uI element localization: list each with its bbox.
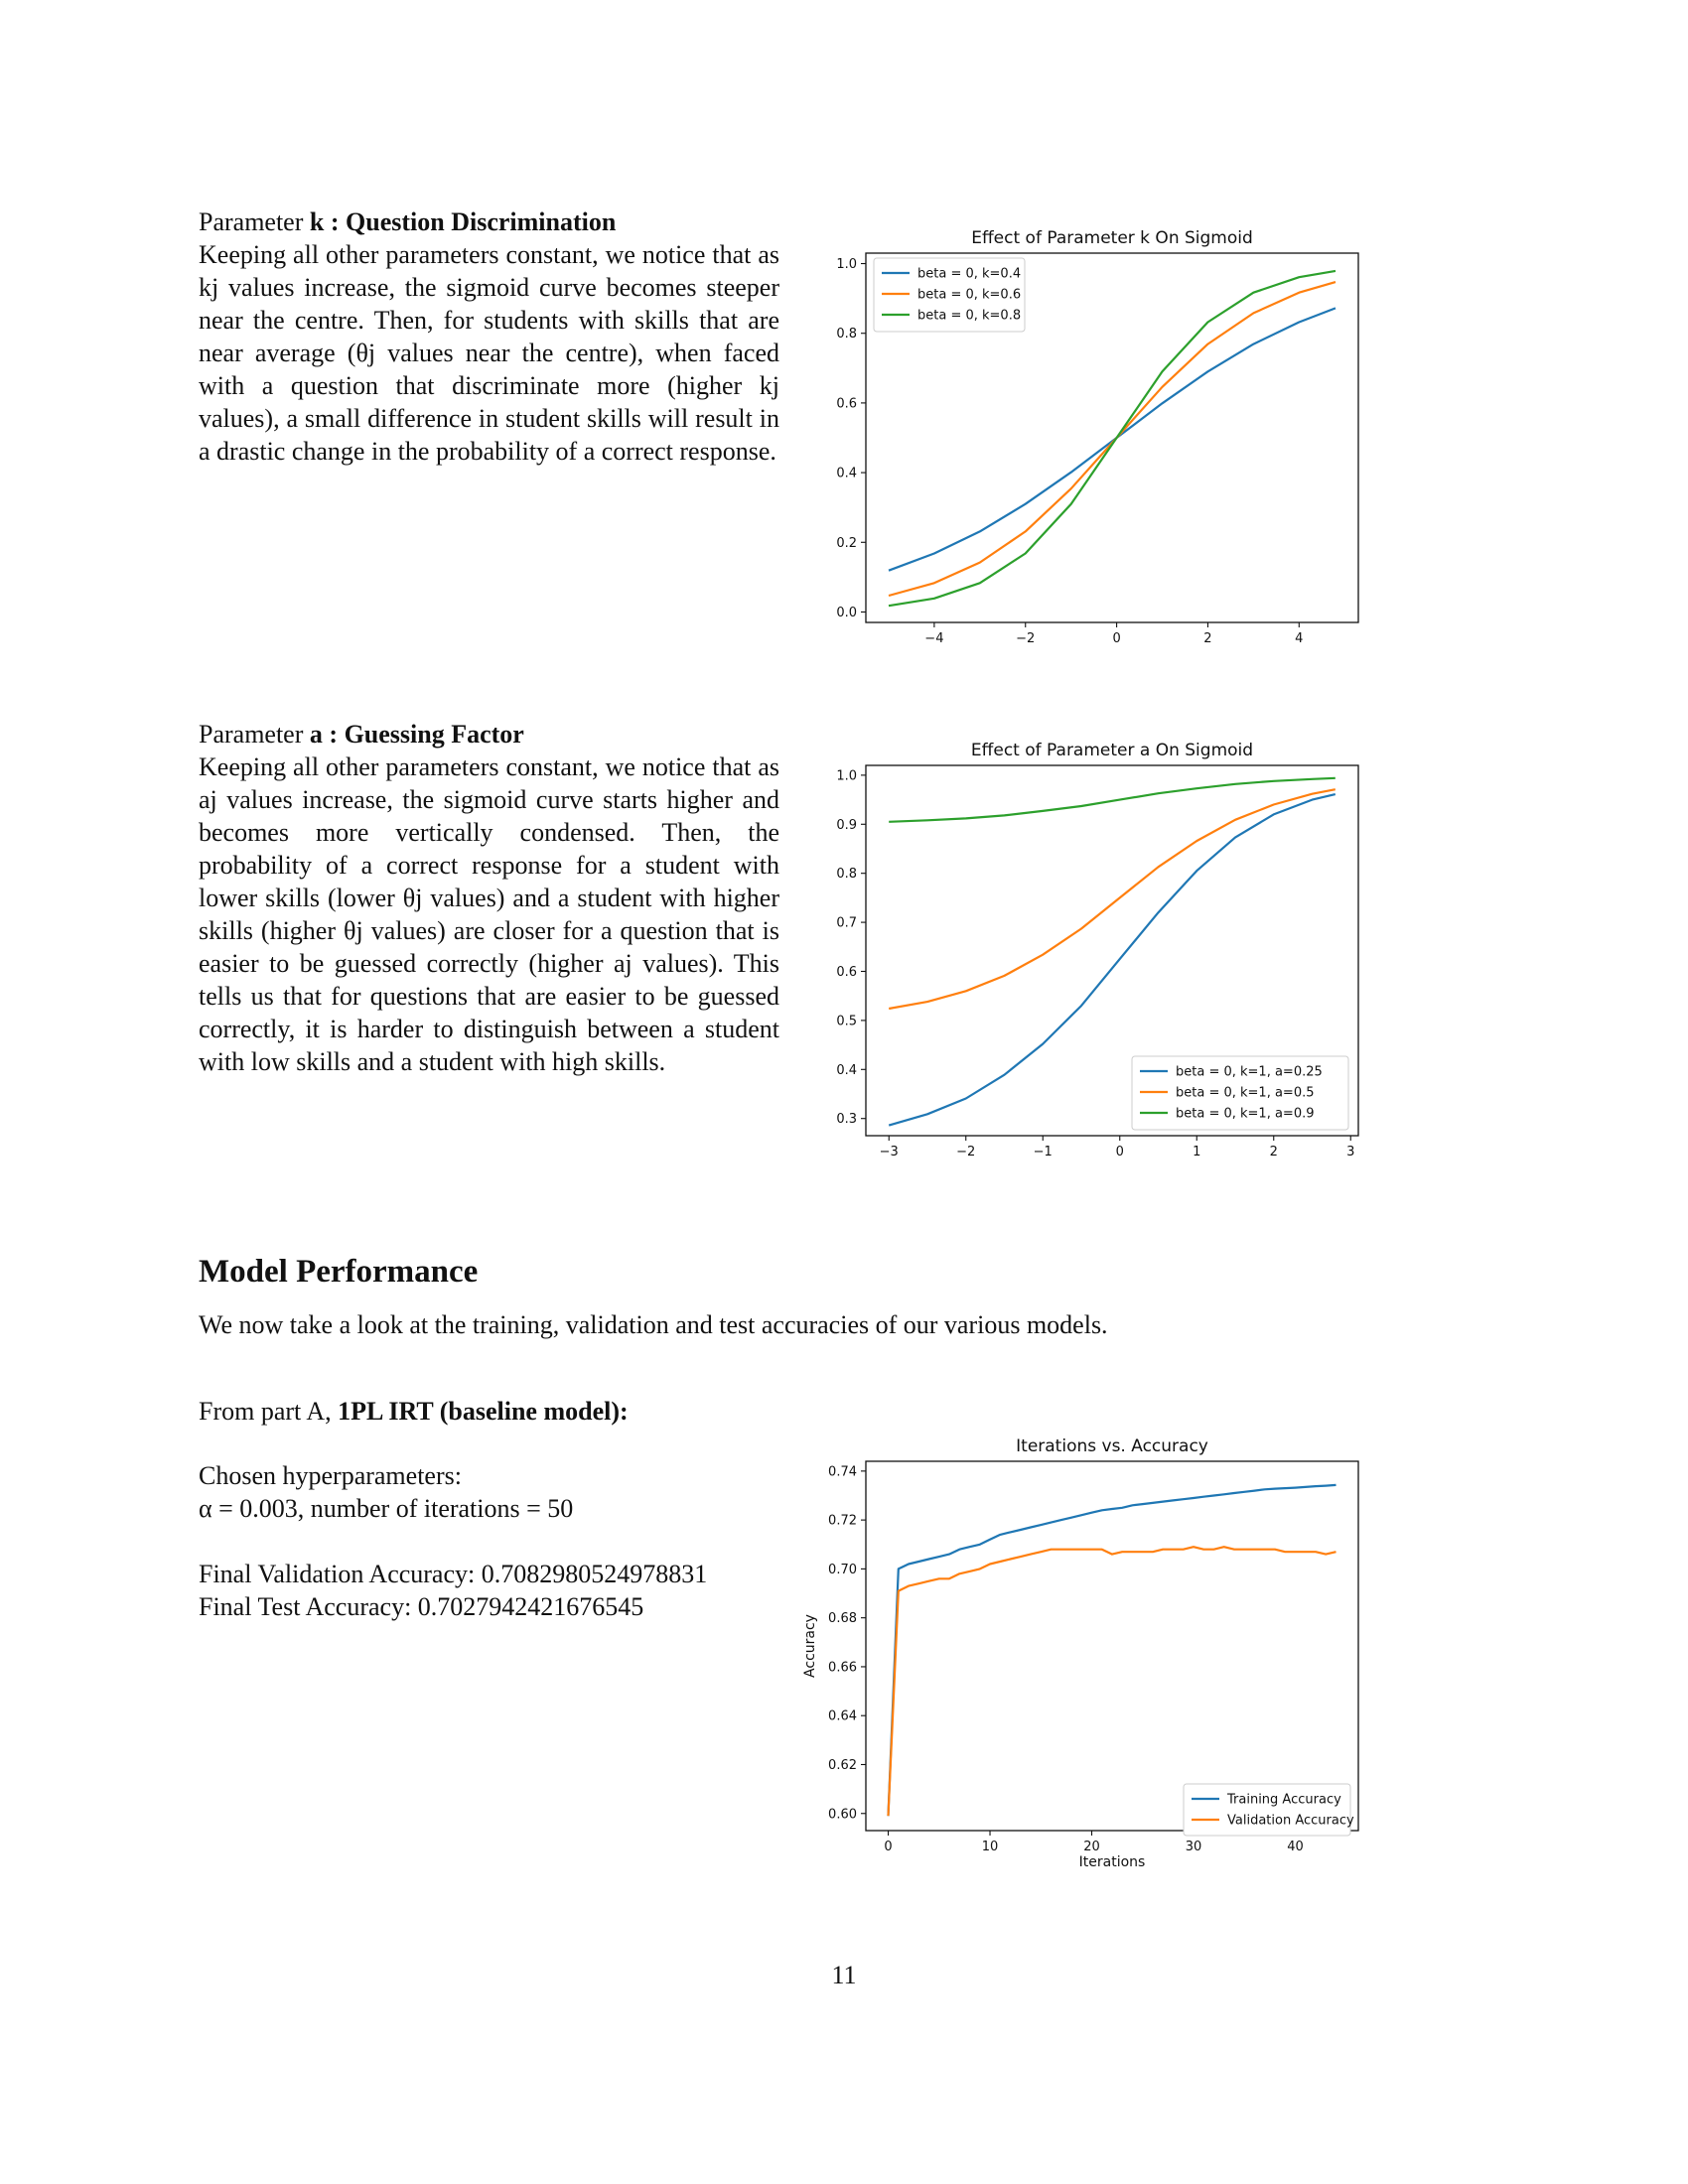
section-a-heading: Parameter a : Guessing Factor	[199, 718, 779, 751]
x-tick-label: 0	[1116, 1145, 1124, 1160]
validation-accuracy: Final Validation Accuracy: 0.70829805249…	[199, 1560, 708, 1588]
part-a-line: From part A, 1PL IRT (baseline model):	[199, 1395, 629, 1428]
x-tick-label: 2	[1270, 1145, 1278, 1160]
y-tick-label: 0.2	[836, 536, 857, 551]
hyper-label: Chosen hyperparameters:	[199, 1461, 462, 1490]
y-tick-label: 0.60	[828, 1807, 857, 1822]
series-line	[887, 1483, 1336, 1817]
test-accuracy: Final Test Accuracy: 0.7027942421676545	[199, 1592, 644, 1621]
legend-label: beta = 0, k=0.6	[917, 288, 1021, 303]
chart-title: Effect of Parameter k On Sigmoid	[971, 228, 1253, 248]
model-performance-heading: Model Performance	[199, 1254, 479, 1290]
y-tick-label: 0.6	[836, 396, 857, 411]
series-line	[889, 776, 1336, 823]
chart-k-sigmoid: Effect of Parameter k On Sigmoid −4 −2 0 2 4 0…	[836, 228, 1359, 646]
y-tick-label: 0.9	[836, 818, 857, 833]
y-tick-label: 0.7	[836, 916, 857, 931]
hyper-values: α = 0.003, number of iterations = 50	[199, 1494, 574, 1523]
section-a: Parameter a : Guessing Factor Keeping al…	[199, 718, 779, 1078]
legend-label: beta = 0, k=1, a=0.9	[1176, 1107, 1315, 1122]
x-tick-label: 0	[1112, 631, 1120, 646]
y-tick-label: 0.72	[828, 1514, 857, 1529]
legend-label: beta = 0, k=0.8	[917, 309, 1021, 324]
y-tick-label: 1.0	[836, 257, 857, 272]
plot-frame	[865, 1460, 1359, 1832]
x-tick-label: −4	[924, 631, 943, 646]
chart-a-sigmoid: Effect of Parameter a On Sigmoid −3 −2 −1 0 1…	[836, 741, 1359, 1160]
y-tick-label: 0.62	[828, 1758, 857, 1773]
plot-frame	[865, 764, 1359, 1137]
legend-label: Validation Accuracy	[1227, 1814, 1354, 1829]
series-line	[889, 788, 1336, 1011]
x-tick-label: 30	[1186, 1840, 1202, 1854]
chart-title: Effect of Parameter a On Sigmoid	[971, 741, 1253, 760]
legend-frame	[873, 257, 1026, 333]
x-tick-label: 3	[1346, 1145, 1354, 1160]
y-tick-label: 0.4	[836, 1063, 857, 1078]
y-tick-label: 0.3	[836, 1112, 857, 1127]
section-k-body: Keeping all other parameters constant, w…	[199, 240, 779, 466]
x-tick-label: 1	[1193, 1145, 1200, 1160]
section-k-heading: Parameter k : Question Discrimination	[199, 205, 779, 238]
x-tick-label: 20	[1083, 1840, 1100, 1854]
x-tick-label: 2	[1203, 631, 1211, 646]
x-tick-label: 10	[982, 1840, 999, 1854]
section-k-title: Question Discrimination	[346, 207, 617, 236]
legend-label: beta = 0, k=0.4	[917, 267, 1021, 282]
section-a-param: a :	[309, 720, 339, 749]
x-tick-label: 40	[1287, 1840, 1304, 1854]
y-tick-label: 0.8	[836, 867, 857, 882]
y-tick-label: 0.5	[836, 1014, 857, 1028]
series-line	[888, 269, 1336, 608]
y-tick-label: 0.70	[828, 1563, 857, 1577]
x-tick-label: 0	[884, 1840, 892, 1854]
legend: beta = 0, k=0.4 beta = 0, k=0.6 beta = 0, …	[873, 257, 1026, 333]
legend-label: Training Accuracy	[1226, 1793, 1341, 1808]
x-tick-label: −3	[880, 1145, 899, 1160]
x-tick-label: −2	[1016, 631, 1035, 646]
legend: beta = 0, k=1, a=0.25 beta = 0, k=1, a=0.…	[1131, 1055, 1349, 1131]
y-axis-label: Accuracy	[802, 1614, 818, 1678]
section-k-prefix: Parameter	[199, 207, 304, 236]
legend: Training Accuracy Validation Accuracy	[1183, 1783, 1354, 1837]
y-tick-label: 0.6	[836, 965, 857, 980]
series-line	[887, 1546, 1336, 1817]
section-a-prefix: Parameter	[199, 720, 304, 749]
section-k-param: k :	[309, 207, 340, 236]
section-k: Parameter k : Question Discrimination Ke…	[199, 205, 779, 468]
series-line	[888, 307, 1336, 572]
y-tick-label: 0.4	[836, 467, 857, 481]
x-tick-label: −2	[956, 1145, 975, 1160]
y-tick-label: 0.68	[828, 1611, 857, 1626]
model-performance-intro: We now take a look at the training, vali…	[199, 1310, 1108, 1339]
y-tick-label: 0.8	[836, 327, 857, 341]
y-tick-label: 0.74	[828, 1464, 857, 1479]
y-tick-label: 0.64	[828, 1709, 857, 1724]
section-a-body: Keeping all other parameters constant, w…	[199, 752, 779, 1076]
y-tick-label: 0.0	[836, 606, 857, 620]
chart-iterations-accuracy: Iterations vs. Accuracy 0 10 20 30 40 0.60 0.62…	[802, 1436, 1359, 1870]
chart-title: Iterations vs. Accuracy	[1016, 1436, 1208, 1456]
legend-frame	[1183, 1783, 1351, 1837]
legend-label: beta = 0, k=1, a=0.25	[1176, 1065, 1323, 1080]
legend-frame	[1131, 1055, 1349, 1131]
y-tick-label: 0.66	[828, 1660, 857, 1675]
plot-frame	[865, 252, 1359, 623]
page-number: 11	[831, 1961, 857, 1989]
series-line	[888, 793, 1336, 1127]
part-a-prefix: From part A,	[199, 1397, 332, 1426]
x-axis-label: Iterations	[1079, 1854, 1146, 1870]
legend-label: beta = 0, k=1, a=0.5	[1176, 1086, 1315, 1101]
part-a-title: 1PL IRT (baseline model):	[338, 1397, 629, 1426]
x-tick-label: 4	[1295, 631, 1303, 646]
section-a-title: Guessing Factor	[344, 720, 524, 749]
y-tick-label: 1.0	[836, 768, 857, 783]
x-tick-label: −1	[1034, 1145, 1053, 1160]
